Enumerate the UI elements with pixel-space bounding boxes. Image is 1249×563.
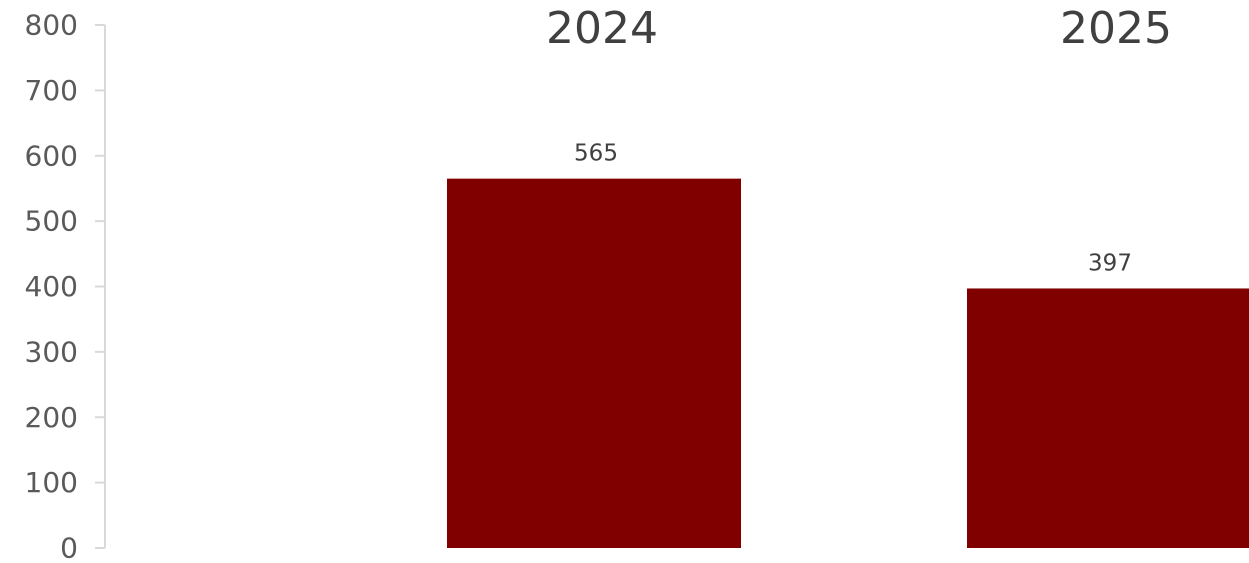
y-tick-label: 100 [25,466,78,499]
y-tick-label: 300 [25,335,78,368]
bar-2025 [967,288,1249,548]
category-label-2024: 2024 [546,3,658,54]
bar-2024 [447,178,741,548]
y-tick-label: 200 [25,401,78,434]
y-tick-label: 700 [25,74,78,107]
data-label-2025: 397 [1088,250,1132,276]
category-labels: 2024 2025 [546,3,1172,54]
y-tick-label: 500 [25,205,78,238]
y-tick-label: 0 [60,532,78,563]
data-labels: 565 397 [574,141,1132,277]
y-axis-ticks: 0 100 200 300 400 500 600 700 800 [25,9,105,563]
y-tick-label: 400 [25,270,78,303]
y-tick-label: 800 [25,9,78,42]
bars [447,178,1249,548]
category-label-2025: 2025 [1060,3,1172,54]
y-tick-label: 600 [25,139,78,172]
data-label-2024: 565 [574,141,618,167]
